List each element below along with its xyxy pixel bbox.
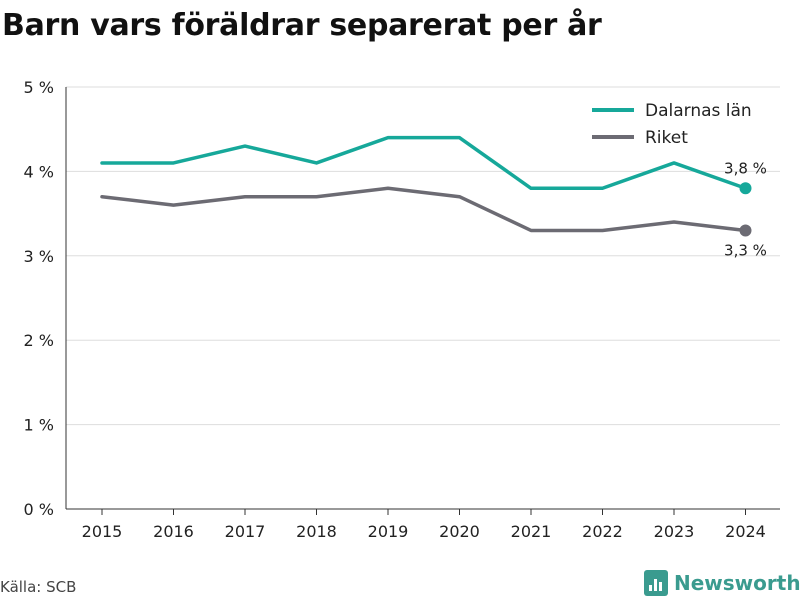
end-value-label: 3,8 % (724, 159, 767, 177)
bar-chart-icon (644, 570, 668, 596)
y-tick-label: 4 % (24, 162, 54, 181)
source-note: Källa: SCB (0, 578, 77, 596)
legend-label: Dalarnas län (645, 101, 752, 121)
y-tick-label: 2 % (24, 331, 54, 350)
x-tick-label: 2023 (654, 522, 695, 541)
x-tick-label: 2019 (368, 522, 409, 541)
series-line-dalarnas-lan (100, 135, 748, 191)
series-end-point (739, 182, 752, 195)
chart-title: Barn vars föräldrar separerat per år (2, 8, 602, 43)
brand-name: Newsworthy (674, 571, 800, 595)
x-tick-label: 2015 (82, 522, 123, 541)
y-tick-label: 5 % (24, 78, 54, 97)
x-tick-label: 2020 (439, 522, 480, 541)
x-tick-label: 2021 (511, 522, 552, 541)
x-tick-label: 2024 (725, 522, 766, 541)
x-tick-label: 2016 (153, 522, 194, 541)
x-tick-label: 2018 (296, 522, 337, 541)
x-tick-label: 2022 (582, 522, 623, 541)
series-end-point (739, 224, 752, 237)
brand-logo: Newsworthy (644, 570, 800, 596)
y-tick-label: 0 % (24, 500, 54, 519)
x-tick-label: 2017 (225, 522, 266, 541)
series-line-riket (100, 186, 748, 233)
legend-label: Riket (645, 128, 688, 148)
y-tick-label: 3 % (24, 247, 54, 266)
y-tick-label: 1 % (24, 416, 54, 435)
end-value-label: 3,3 % (724, 241, 767, 259)
